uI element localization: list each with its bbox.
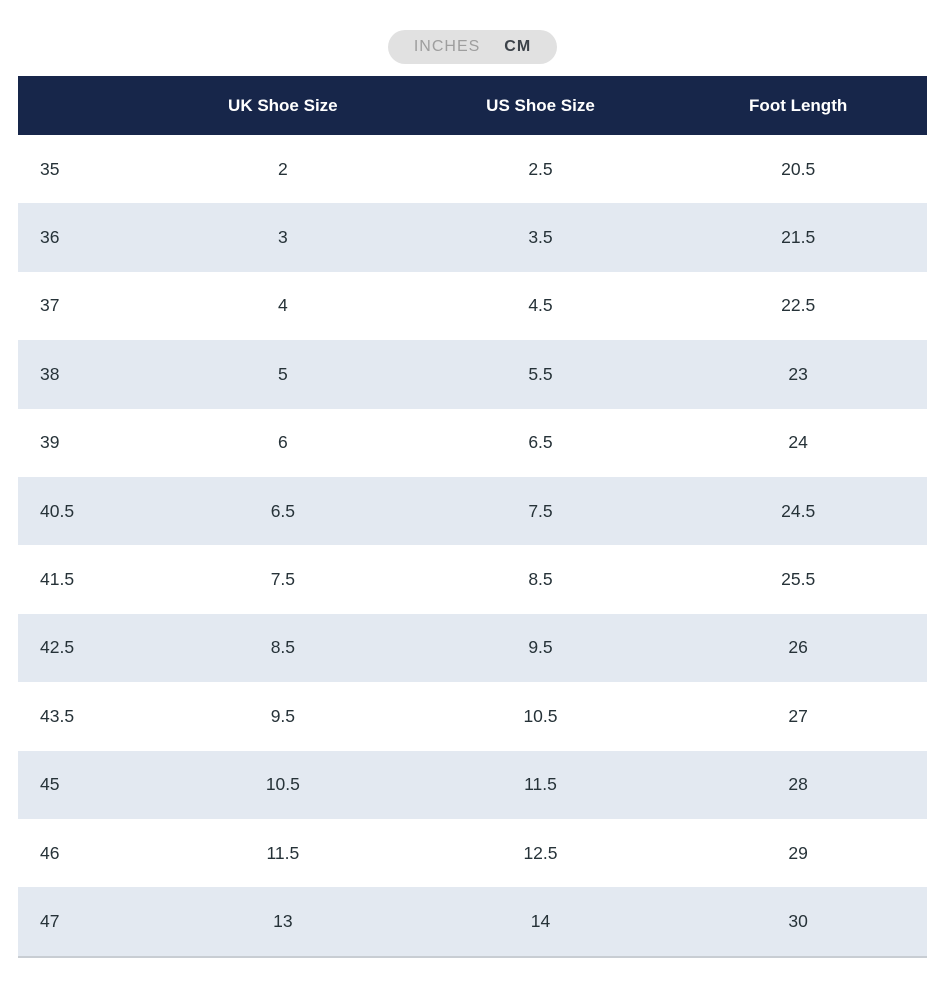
table-cell: 22.5 — [781, 295, 816, 316]
table-cell: 14 — [530, 910, 551, 931]
table-cell: 6 — [277, 432, 288, 453]
table-row: 46 11.5 12.5 29 — [18, 818, 927, 888]
table-row: 45 10.5 11.5 28 — [18, 750, 927, 819]
table-cell: 12.5 — [523, 842, 558, 863]
table-cell: 2 — [277, 158, 288, 179]
table-cell: 29 — [788, 842, 808, 863]
table-cell: 30 — [788, 910, 808, 931]
table-cell: 7.5 — [528, 500, 553, 521]
table-cell: 23 — [788, 363, 808, 384]
table-cell: 7.5 — [270, 569, 296, 590]
table-cell: 21.5 — [781, 227, 816, 248]
table-cell: 2.5 — [528, 158, 553, 179]
size-table: UK Shoe Size US Shoe Size Foot Length 35 2 2… — [18, 76, 927, 958]
header-cell: US Shoe Size — [411, 76, 670, 135]
table-cell: 13 — [273, 910, 293, 931]
table-cell: 9.5 — [270, 705, 296, 726]
table-cell: 40.5 — [40, 500, 75, 521]
table-row: 41.5 7.5 8.5 25.5 — [18, 545, 927, 614]
table-cell: 43.5 — [40, 705, 75, 726]
header-cell — [18, 76, 155, 135]
table-row: 36 3 3.5 21.5 — [18, 203, 927, 272]
table-row: 42.5 8.5 9.5 26 — [18, 613, 927, 683]
table-cell: 5 — [277, 363, 288, 384]
size-table-head-row: UK Shoe Size US Shoe Size Foot Length — [18, 76, 927, 135]
table-cell: 24.5 — [781, 500, 816, 521]
table-row: 43.5 9.5 10.5 27 — [18, 682, 927, 751]
table-cell: 35 — [40, 158, 60, 179]
table-cell: 4 — [277, 295, 288, 316]
table-cell: 41.5 — [40, 569, 75, 590]
size-table-head: UK Shoe Size US Shoe Size Foot Length — [18, 76, 927, 135]
table-row: 47 13 14 30 — [18, 887, 927, 957]
table-cell: 5.5 — [528, 363, 553, 384]
unit-toggle-cm[interactable]: CM — [504, 38, 532, 55]
table-cell: 3.5 — [528, 227, 553, 248]
table-cell: 3 — [277, 227, 288, 248]
table-cell: 25.5 — [781, 569, 816, 590]
table-cell: 45 — [40, 774, 60, 795]
table-row: 35 2 2.5 20.5 — [18, 135, 927, 204]
table-cell: 8.5 — [270, 637, 296, 658]
table-cell: 26 — [788, 637, 808, 658]
table-cell: 47 — [40, 910, 60, 931]
table-cell: 10.5 — [523, 705, 558, 726]
table-cell: 9.5 — [528, 637, 553, 658]
table-cell: 39 — [40, 432, 60, 453]
header-cell: UK Shoe Size — [154, 76, 412, 135]
table-cell: 36 — [40, 227, 60, 248]
table-cell: 6.5 — [270, 500, 296, 521]
table-row: 39 6 6.5 24 — [18, 408, 927, 477]
unit-toggle-pill[interactable]: INCHES CM — [387, 30, 558, 64]
header-cell: Foot Length — [669, 76, 927, 135]
unit-toggle: INCHES CM — [0, 0, 945, 64]
table-cell: 24 — [788, 432, 808, 453]
table-cell: 8.5 — [528, 569, 553, 590]
size-table-body: 35 2 2.5 20.5 36 3 3.5 21.5 37 4 4.5 22.5 38 5 5.5 23 39… — [18, 135, 927, 957]
table-cell: 20.5 — [781, 158, 816, 179]
table-cell: 27 — [788, 705, 808, 726]
table-row: 38 5 5.5 23 — [18, 340, 927, 409]
table-cell: 11.5 — [524, 774, 557, 795]
table-row: 37 4 4.5 22.5 — [18, 271, 927, 341]
table-cell: 28 — [788, 774, 808, 795]
unit-toggle-inches[interactable]: INCHES — [413, 38, 481, 55]
table-cell: 42.5 — [40, 637, 75, 658]
table-cell: 11.5 — [266, 842, 300, 863]
table-cell: 38 — [40, 363, 60, 384]
table-row: 40.5 6.5 7.5 24.5 — [18, 476, 927, 546]
table-cell: 6.5 — [528, 432, 553, 453]
table-cell: 4.5 — [528, 295, 553, 316]
table-cell: 37 — [40, 295, 60, 316]
table-cell: 46 — [40, 842, 60, 863]
table-cell: 10.5 — [265, 774, 300, 795]
